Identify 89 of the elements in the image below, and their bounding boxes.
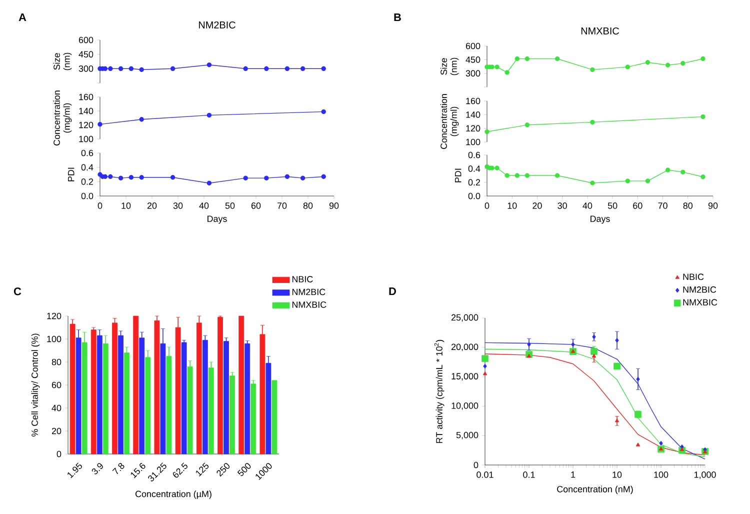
legend-label: NMXBIC	[292, 301, 326, 308]
x-tick-label: 90	[329, 202, 339, 209]
y-tick-label: 0.2	[468, 179, 480, 186]
y-tick-label: 20,000	[452, 344, 478, 352]
legend-label: NMXBIC	[683, 299, 718, 306]
text: D	[389, 288, 396, 296]
y-tick-label: 0.0	[81, 192, 94, 200]
y-tick-label: 20	[52, 428, 62, 434]
x-tick-label: 1	[571, 472, 576, 478]
x-tick-label: 50	[225, 202, 235, 209]
y-tick-label: 15,000	[452, 373, 478, 380]
y-axis-title: PDI	[455, 168, 462, 182]
y-tick-label: 10,000	[452, 402, 478, 410]
x-tick-label: 0.01	[476, 472, 494, 478]
x-axis-title: Concentration (µM)	[135, 490, 212, 499]
y-tick-label: 40	[52, 404, 62, 412]
x-tick-label: 1,000	[694, 472, 716, 479]
y-tick-label: 100	[47, 336, 62, 342]
y-tick-label: 160	[79, 94, 94, 100]
y-tick-label: 100	[466, 138, 480, 146]
y-tick-label: 140	[466, 111, 480, 118]
x-tick-label: 90	[708, 202, 718, 209]
text: B	[394, 14, 401, 22]
legend-label: NBIC	[683, 274, 704, 280]
x-axis-title: Days	[590, 216, 610, 224]
y-tick-label: 60	[52, 382, 62, 388]
x-tick-label: 40	[582, 202, 592, 209]
legend-label: NM2BIC	[292, 288, 326, 296]
x-tick-label: 40	[199, 202, 209, 209]
y-tick-label: 25,000	[452, 314, 478, 322]
x-tick-label: 3.9	[92, 463, 103, 474]
x-tick-label: 80	[683, 202, 693, 209]
x-tick-label: 60	[633, 202, 642, 209]
y-axis-title: Size (nm)	[440, 58, 459, 76]
y-tick-label: 0.2	[81, 178, 94, 185]
y-axis-title: Concentration (mg/ml)	[53, 90, 72, 146]
x-tick-label: 0	[484, 202, 490, 209]
y-tick-label: 0.0	[468, 192, 480, 200]
y-axis-title: Size (nm)	[53, 52, 72, 70]
y-tick-label: 140	[79, 108, 94, 114]
x-tick-label: 250	[216, 463, 230, 477]
x-tick-label: 30	[173, 202, 183, 209]
y-tick-label: 100	[79, 136, 94, 142]
chart-title: NMXBIC	[581, 27, 619, 34]
y-tick-label: 160	[466, 98, 480, 104]
x-tick-label: 7.8	[112, 463, 124, 474]
y-tick-label: 120	[47, 312, 62, 320]
text: C	[14, 288, 22, 296]
x-tick-label: 125	[196, 462, 209, 476]
x-axis-title: Days	[208, 216, 227, 224]
y-tick-label: 0.6	[81, 150, 94, 156]
legend-label: NM2BIC	[683, 286, 716, 293]
chart-title: NM2BIC	[198, 21, 236, 28]
y-tick-label: 300	[78, 65, 94, 72]
y-axis-title: % Cell vitality/ Control (%)	[31, 334, 40, 437]
x-tick-label: 70	[277, 202, 287, 209]
x-tick-label: 100	[654, 472, 668, 478]
x-tick-label: 70	[658, 202, 668, 209]
x-tick-label: 10	[122, 202, 131, 209]
y-tick-label: 0.4	[81, 164, 94, 171]
x-tick-label: 10	[612, 472, 622, 478]
y-axis-title: RT activity (cpm/mL * 10$^{2}$)	[434, 340, 444, 443]
x-tick-label: 10	[508, 202, 517, 209]
x-tick-label: 30	[558, 202, 567, 209]
x-tick-label: 0	[98, 202, 102, 209]
y-tick-label: 0.4	[468, 165, 480, 172]
y-tick-label: 600	[78, 36, 94, 44]
y-tick-label: 300	[466, 70, 480, 77]
y-tick-label: 450	[466, 56, 480, 63]
x-tick-label: 20	[147, 202, 157, 209]
y-tick-label: 120	[466, 125, 480, 132]
x-tick-label: 500	[237, 463, 251, 476]
x-tick-label: 0.1	[523, 472, 535, 478]
y-tick-label: 0	[56, 450, 62, 458]
x-tick-label: 80	[303, 202, 313, 209]
legend-label: NBIC	[292, 276, 313, 282]
y-tick-label: 120	[79, 122, 94, 128]
x-tick-label: 20	[532, 202, 542, 209]
x-tick-label: 50	[608, 202, 618, 209]
y-axis-title: PDI	[68, 168, 74, 182]
y-tick-label: 450	[78, 51, 94, 58]
x-axis-title: Concentration (nM)	[557, 486, 633, 494]
y-tick-label: 0.6	[468, 152, 480, 158]
text: A	[18, 14, 26, 22]
y-tick-label: 80	[52, 358, 62, 366]
y-tick-label: 600	[466, 42, 480, 50]
y-tick-label: 5,000	[456, 432, 478, 440]
y-axis-title: Concentration (mg/ml)	[440, 94, 459, 149]
x-tick-label: 60	[251, 202, 261, 209]
